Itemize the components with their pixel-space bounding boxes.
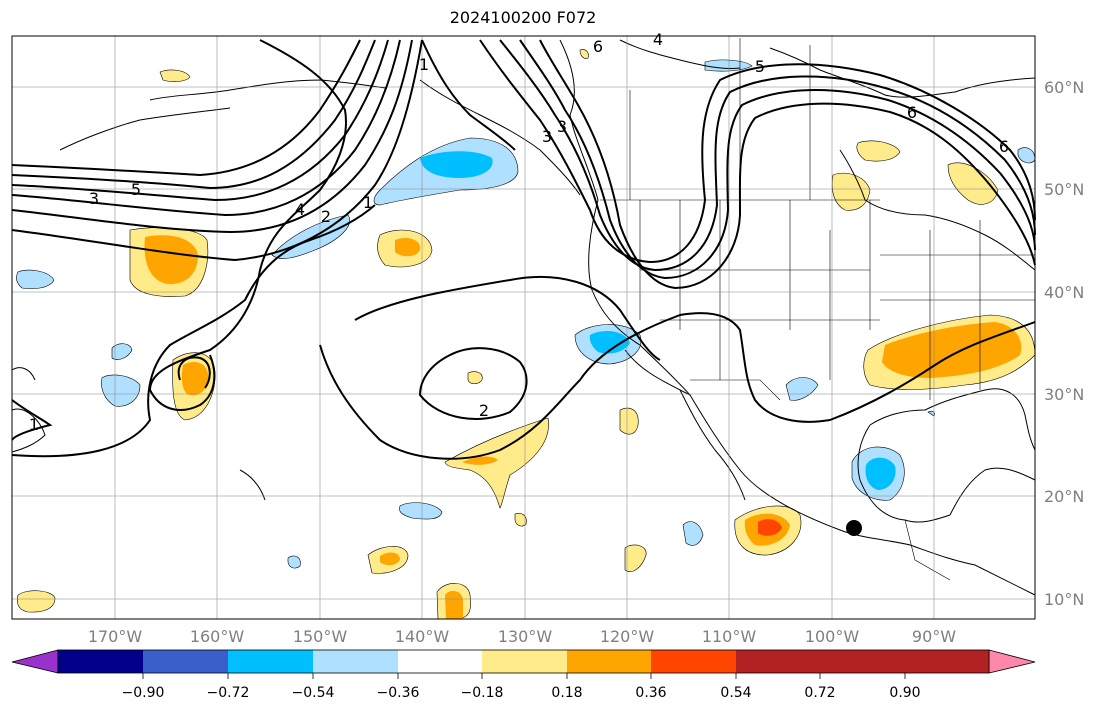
colorbar-tick-label: −0.90 bbox=[122, 685, 165, 701]
latitude-label: 30°N bbox=[1044, 385, 1084, 404]
colorbar-tick-label: 0.72 bbox=[804, 685, 835, 701]
contour-label: 1 bbox=[363, 193, 373, 212]
colorbar-segment bbox=[398, 650, 482, 673]
contour-label: 1 bbox=[419, 55, 429, 74]
contour-label: 4 bbox=[653, 30, 663, 49]
anomaly-shading bbox=[16, 49, 1036, 620]
colorbar: −0.90 −0.72 −0.54 −0.36 −0.18 0.18 0.36 … bbox=[11, 649, 1036, 701]
latitude-label: 50°N bbox=[1044, 180, 1084, 199]
longitude-axis: 170°W 160°W 150°W 140°W 130°W 120°W 110°… bbox=[88, 627, 956, 646]
contour-label: 3 bbox=[89, 189, 99, 208]
contour-label: 3 bbox=[557, 117, 567, 136]
latitude-label: 20°N bbox=[1044, 487, 1084, 506]
colorbar-outline bbox=[57, 649, 990, 674]
latitude-label: 40°N bbox=[1044, 283, 1084, 302]
longitude-label: 160°W bbox=[190, 627, 245, 646]
longitude-label: 100°W bbox=[805, 627, 860, 646]
longitude-label: 140°W bbox=[395, 627, 450, 646]
colorbar-extend-low bbox=[11, 649, 59, 674]
colorbar-segment bbox=[905, 650, 989, 673]
longitude-label: 170°W bbox=[88, 627, 143, 646]
contour-lines bbox=[11, 39, 1036, 460]
contour-label: 5 bbox=[755, 57, 765, 76]
colorbar-segment bbox=[58, 650, 143, 673]
contour-label: 5 bbox=[131, 180, 141, 199]
latitude-label: 60°N bbox=[1044, 78, 1084, 97]
colorbar-tick-label: −0.54 bbox=[292, 685, 335, 701]
latitude-axis: 60°N 50°N 40°N 30°N 20°N 10°N bbox=[1044, 78, 1084, 609]
colorbar-tick-label: 0.36 bbox=[635, 685, 666, 701]
map-background bbox=[12, 36, 1035, 619]
map-title: 2024100200 F072 bbox=[449, 8, 597, 27]
colorbar-segment bbox=[651, 650, 736, 673]
colorbar-segment bbox=[482, 650, 567, 673]
longitude-label: 130°W bbox=[498, 627, 553, 646]
colorbar-extend-high bbox=[988, 649, 1036, 674]
colorbar-tick-label: −0.72 bbox=[207, 685, 250, 701]
station-dot-marker bbox=[846, 520, 862, 536]
colorbar-segment bbox=[313, 650, 398, 673]
contour-label: 2 bbox=[479, 401, 489, 420]
colorbar-segment bbox=[228, 650, 313, 673]
latitude-label: 10°N bbox=[1044, 590, 1084, 609]
colorbar-tick-label: 0.18 bbox=[551, 685, 582, 701]
contour-label: 6 bbox=[999, 137, 1009, 156]
colorbar-segment bbox=[567, 650, 651, 673]
colorbar-tick-label: 0.54 bbox=[720, 685, 751, 701]
contour-label: 4 bbox=[295, 200, 305, 219]
contour-label: 6 bbox=[593, 37, 603, 56]
contour-label: 1 bbox=[29, 415, 39, 434]
contour-label: 6 bbox=[907, 103, 917, 122]
longitude-label: 150°W bbox=[293, 627, 348, 646]
contour-label: 3 bbox=[542, 127, 552, 146]
colorbar-segment bbox=[736, 650, 820, 673]
state-borders bbox=[600, 38, 1035, 581]
colorbar-tick-label: 0.90 bbox=[889, 685, 920, 701]
longitude-label: 120°W bbox=[600, 627, 655, 646]
map-frame bbox=[11, 35, 1036, 620]
graticule bbox=[12, 36, 1035, 619]
longitude-label: 110°W bbox=[702, 627, 757, 646]
contour-label: 2 bbox=[321, 207, 331, 226]
colorbar-segment bbox=[143, 650, 228, 673]
colorbar-tick-label: −0.36 bbox=[377, 685, 420, 701]
longitude-label: 90°W bbox=[912, 627, 956, 646]
colorbar-tick-label: −0.18 bbox=[461, 685, 504, 701]
colorbar-segment bbox=[820, 650, 905, 673]
contour-label-group: 6 4 5 6 6 5 3 4 2 1 1 3 3 2 1 bbox=[29, 30, 1009, 434]
